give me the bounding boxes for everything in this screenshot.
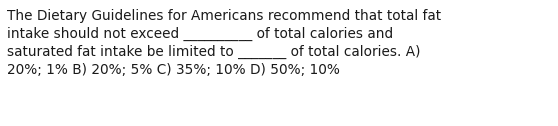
Text: The Dietary Guidelines for Americans recommend that total fat
intake should not : The Dietary Guidelines for Americans rec… — [7, 9, 441, 77]
